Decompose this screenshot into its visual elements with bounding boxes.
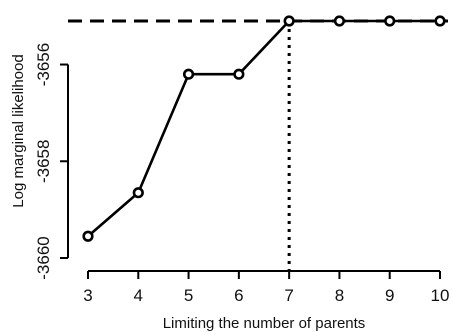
y-tick-label: -3658 — [34, 140, 53, 183]
data-point — [384, 15, 396, 27]
x-tick-label: 3 — [83, 286, 92, 305]
x-axis-title: Limiting the number of parents — [163, 315, 366, 332]
x-tick-label: 9 — [385, 286, 394, 305]
x-tick-label: 6 — [234, 286, 243, 305]
data-point — [233, 68, 245, 80]
data-point — [132, 187, 144, 199]
x-tick-label: 8 — [335, 286, 344, 305]
x-tick-label: 4 — [134, 286, 143, 305]
y-axis-ticks: -3660 -3658 -3656 — [34, 43, 68, 280]
y-axis-title: Log marginal likelihood — [10, 54, 27, 207]
points-layer — [82, 15, 446, 242]
data-point — [283, 15, 295, 27]
series-layer — [87, 19, 440, 238]
data-point — [333, 15, 346, 27]
data-point — [82, 230, 94, 242]
series-line — [87, 19, 440, 238]
x-axis-ticks: 3 4 5 6 7 8 9 10 — [83, 271, 449, 305]
y-tick-label: -3656 — [34, 43, 53, 86]
data-point — [434, 15, 446, 27]
data-point — [182, 68, 195, 80]
x-tick-label: 10 — [431, 286, 450, 305]
x-tick-label: 7 — [284, 286, 293, 305]
x-tick-label: 5 — [184, 286, 193, 305]
y-tick-label: -3660 — [34, 236, 53, 279]
